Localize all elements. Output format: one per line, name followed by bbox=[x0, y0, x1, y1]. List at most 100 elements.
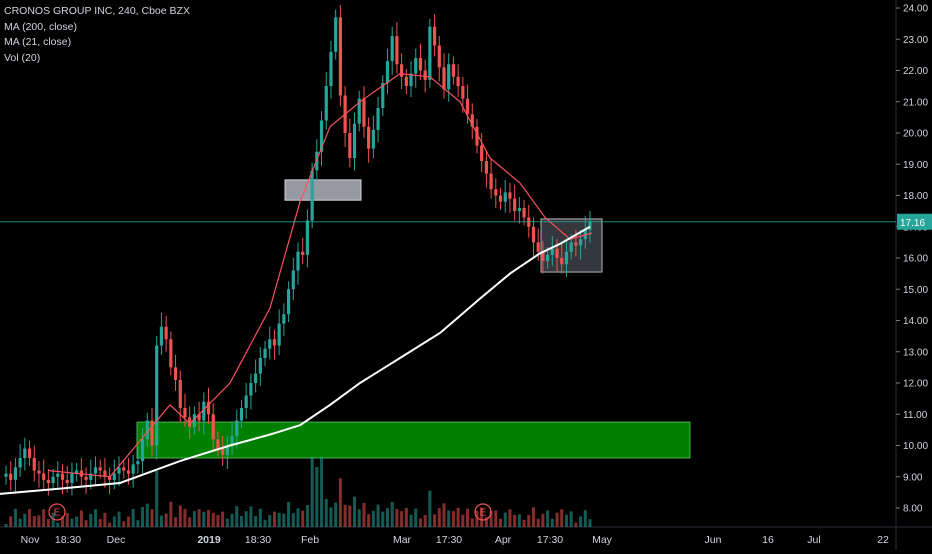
candle[interactable] bbox=[117, 467, 121, 474]
candle[interactable] bbox=[367, 126, 371, 149]
candle[interactable] bbox=[498, 195, 503, 202]
candle[interactable] bbox=[42, 473, 46, 480]
candle[interactable] bbox=[202, 401, 206, 421]
ma200-line[interactable] bbox=[0, 225, 591, 495]
candle[interactable] bbox=[338, 17, 342, 96]
candle[interactable] bbox=[513, 198, 517, 212]
candle[interactable] bbox=[480, 145, 484, 162]
candle[interactable] bbox=[489, 173, 493, 190]
candle[interactable] bbox=[173, 367, 178, 380]
candle[interactable] bbox=[470, 114, 474, 127]
candle[interactable] bbox=[126, 470, 131, 474]
candle[interactable] bbox=[541, 251, 545, 262]
candle[interactable] bbox=[522, 208, 526, 218]
candle[interactable] bbox=[32, 458, 36, 471]
candle[interactable] bbox=[37, 470, 41, 474]
candle[interactable] bbox=[230, 436, 234, 446]
candle[interactable] bbox=[103, 470, 107, 477]
candle[interactable] bbox=[503, 192, 507, 202]
candle[interactable] bbox=[578, 239, 583, 246]
candle[interactable] bbox=[89, 473, 93, 480]
ma21-line[interactable] bbox=[47, 72, 593, 478]
candle[interactable] bbox=[254, 373, 258, 383]
candle[interactable] bbox=[93, 467, 98, 474]
candle[interactable] bbox=[352, 123, 357, 158]
candle[interactable] bbox=[18, 458, 22, 468]
candle[interactable] bbox=[183, 408, 187, 418]
candle[interactable] bbox=[517, 208, 521, 212]
candle[interactable] bbox=[574, 242, 578, 246]
candle[interactable] bbox=[319, 120, 324, 152]
candle[interactable] bbox=[169, 339, 173, 368]
candle[interactable] bbox=[348, 133, 352, 158]
ma21-legend[interactable]: MA (21, close) bbox=[4, 36, 72, 48]
candle[interactable] bbox=[296, 251, 300, 271]
candle[interactable] bbox=[409, 73, 413, 87]
candle[interactable] bbox=[23, 448, 27, 458]
candle[interactable] bbox=[244, 395, 248, 409]
candle[interactable] bbox=[249, 383, 253, 396]
candle[interactable] bbox=[75, 470, 79, 474]
candle[interactable] bbox=[216, 439, 220, 449]
candle[interactable] bbox=[423, 70, 427, 80]
candle[interactable] bbox=[418, 58, 423, 71]
candle[interactable] bbox=[494, 189, 498, 196]
candle[interactable] bbox=[395, 36, 399, 65]
candle[interactable] bbox=[475, 126, 479, 146]
candle[interactable] bbox=[564, 251, 569, 265]
candle[interactable] bbox=[546, 254, 550, 262]
candle[interactable] bbox=[98, 467, 102, 471]
candle[interactable] bbox=[263, 348, 267, 358]
candle[interactable] bbox=[13, 467, 18, 480]
candle[interactable] bbox=[286, 289, 291, 315]
candle[interactable] bbox=[324, 86, 328, 121]
candle[interactable] bbox=[531, 226, 536, 243]
support-zone[interactable] bbox=[136, 421, 691, 459]
candle[interactable] bbox=[258, 358, 262, 374]
symbol-title[interactable]: CRONOS GROUP INC, 240, Cboe BZX bbox=[4, 5, 190, 17]
candle[interactable] bbox=[461, 86, 465, 99]
candle[interactable] bbox=[428, 26, 432, 80]
candle[interactable] bbox=[150, 420, 154, 446]
candle[interactable] bbox=[9, 473, 13, 480]
candle[interactable] bbox=[404, 76, 408, 87]
candle[interactable] bbox=[131, 464, 135, 474]
candle[interactable] bbox=[46, 479, 50, 483]
candle[interactable] bbox=[155, 345, 159, 446]
candle[interactable] bbox=[381, 83, 385, 108]
candle[interactable] bbox=[60, 473, 65, 480]
candle[interactable] bbox=[178, 379, 182, 408]
candle[interactable] bbox=[588, 221, 592, 230]
candle[interactable] bbox=[108, 476, 112, 480]
candle[interactable] bbox=[188, 417, 192, 427]
candle[interactable] bbox=[239, 408, 244, 421]
candle[interactable] bbox=[70, 473, 74, 483]
earnings-marker[interactable] bbox=[48, 503, 66, 521]
candle[interactable] bbox=[371, 129, 375, 149]
candle[interactable] bbox=[145, 420, 149, 440]
candle[interactable] bbox=[310, 170, 314, 221]
candle[interactable] bbox=[197, 414, 201, 421]
candle[interactable] bbox=[221, 448, 225, 455]
candle[interactable] bbox=[456, 76, 460, 87]
candle[interactable] bbox=[385, 61, 390, 83]
candle[interactable] bbox=[465, 98, 470, 115]
candle[interactable] bbox=[268, 339, 272, 349]
candle[interactable] bbox=[334, 17, 338, 52]
candle[interactable] bbox=[235, 420, 239, 437]
candle[interactable] bbox=[277, 323, 281, 346]
candle[interactable] bbox=[140, 439, 145, 462]
candle[interactable] bbox=[550, 248, 554, 255]
candle[interactable] bbox=[451, 64, 456, 77]
candle[interactable] bbox=[536, 242, 540, 252]
candle[interactable] bbox=[560, 258, 564, 265]
candle[interactable] bbox=[159, 326, 164, 346]
candle[interactable] bbox=[362, 98, 366, 127]
candle[interactable] bbox=[51, 476, 55, 483]
candle[interactable] bbox=[164, 326, 168, 340]
candle[interactable] bbox=[211, 414, 215, 440]
candle[interactable] bbox=[437, 45, 441, 68]
candle[interactable] bbox=[305, 220, 310, 255]
